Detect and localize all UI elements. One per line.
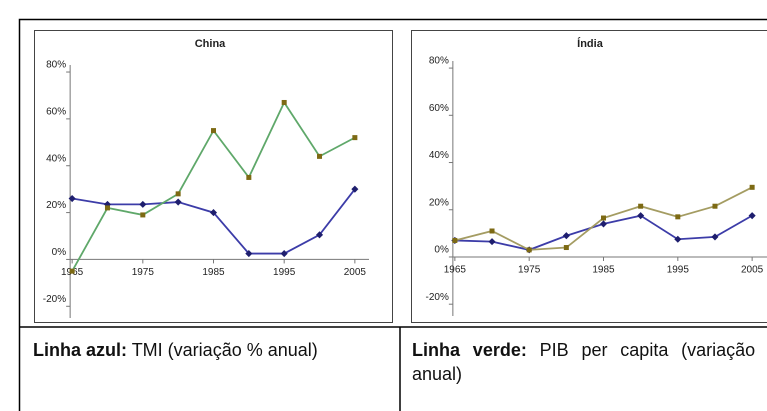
point-marker (488, 238, 496, 246)
point-marker (352, 135, 358, 141)
point-marker (601, 215, 606, 221)
point-marker (140, 212, 146, 218)
caption-label: Linha verde: (412, 340, 527, 360)
point-marker (211, 128, 216, 134)
table-border (18, 18, 767, 411)
x-tick-label: 1985 (202, 267, 225, 278)
x-tick-label: 1995 (667, 265, 690, 276)
y-tick-label: 60% (46, 107, 66, 118)
point-marker (245, 250, 253, 258)
point-marker (68, 194, 76, 203)
y-tick-label: 40% (46, 153, 66, 164)
point-marker (317, 153, 323, 159)
y-tick-label: 20% (46, 200, 66, 211)
point-marker (674, 235, 682, 243)
x-tick-label: 1975 (132, 267, 155, 278)
point-marker (599, 220, 608, 228)
y-tick-label: 80% (429, 56, 449, 67)
caption-text: PIB per capita (variação % anual) (412, 340, 767, 384)
y-tick-label: 20% (429, 197, 449, 208)
y-tick-label: -20% (43, 294, 66, 305)
x-tick-label: 1995 (273, 267, 296, 278)
point-marker (209, 209, 218, 217)
point-marker (452, 237, 458, 243)
point-marker (748, 212, 756, 220)
x-tick-label: 1975 (518, 265, 541, 276)
chart-title: China (195, 38, 226, 50)
x-tick-label: 1985 (592, 265, 615, 276)
point-marker (489, 228, 495, 234)
x-tick-label: 2005 (344, 267, 367, 278)
point-marker (104, 205, 110, 211)
point-marker (351, 185, 359, 193)
point-marker (562, 232, 570, 240)
y-tick-label: 40% (429, 150, 449, 161)
y-tick-label: 0% (52, 247, 67, 258)
chart-frame (411, 30, 767, 323)
caption-text: TMI (variação % anual) (131, 340, 318, 360)
x-tick-label: 1965 (444, 265, 467, 276)
point-marker (139, 200, 147, 208)
point-marker (711, 233, 719, 241)
point-marker (280, 250, 288, 258)
caption-label: Linha azul: (33, 340, 127, 360)
point-marker (712, 203, 718, 209)
y-tick-label: 60% (429, 103, 449, 114)
point-marker (315, 231, 324, 239)
y-tick-label: -20% (426, 292, 449, 303)
point-marker (175, 191, 181, 197)
point-marker (69, 268, 75, 274)
point-marker (246, 174, 252, 180)
point-marker (749, 184, 755, 190)
x-tick-label: 2005 (741, 265, 764, 276)
y-tick-label: 80% (46, 60, 66, 71)
point-marker (526, 247, 532, 253)
point-marker (563, 245, 569, 251)
point-marker (638, 203, 644, 209)
chart-frame (34, 30, 393, 323)
point-marker (637, 212, 645, 220)
y-tick-label: 0% (434, 245, 449, 256)
point-marker (174, 198, 182, 206)
chart-title: Índia (577, 37, 604, 50)
caption: Linha verde: PIB per capita (variação % … (412, 338, 767, 386)
point-marker (281, 99, 287, 105)
caption: Linha azul: TMI (variação % anual) (33, 338, 390, 362)
point-marker (675, 214, 681, 220)
